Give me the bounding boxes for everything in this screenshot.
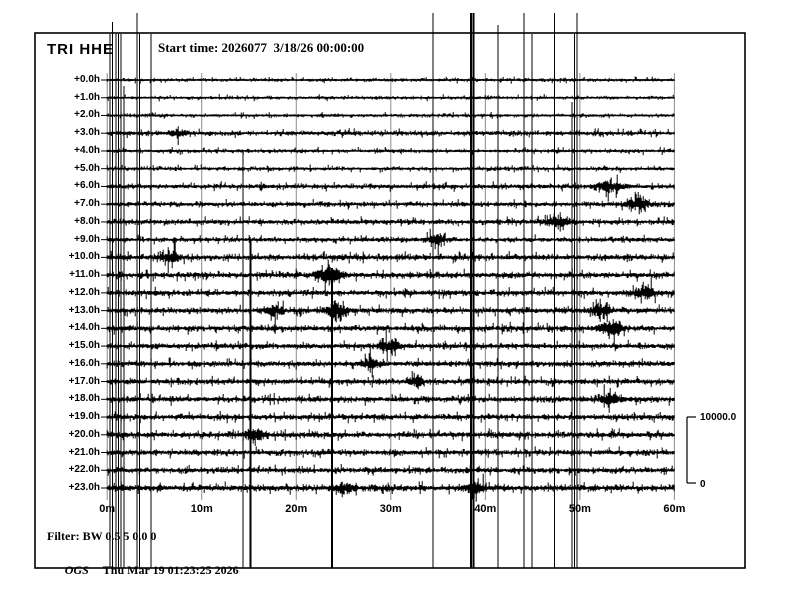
plot-border (34, 32, 746, 569)
hour-tick-label: +5.0h (74, 162, 100, 174)
minute-tick-label: 30m (379, 503, 402, 515)
hour-tick-label: +2.0h (74, 109, 100, 121)
filter-label: Filter: BW 0.5 5 0.0 0 (47, 529, 157, 543)
hour-tick-label: +21.0h (68, 446, 100, 458)
hour-tick-label: +9.0h (74, 233, 100, 245)
minute-tick-label: 50m (568, 503, 591, 515)
hour-tick-label: +12.0h (68, 286, 100, 298)
hour-tick-label: +23.0h (68, 482, 100, 493)
hour-tick-label: +14.0h (68, 322, 100, 334)
start-time-label: Start time: 2026077 3/18/26 00:00:00 (158, 40, 365, 55)
hour-tick-label: +8.0h (74, 215, 100, 227)
hour-tick-label: +20.0h (68, 428, 100, 440)
hour-tick-label: +13.0h (68, 304, 100, 316)
hour-tick-label: +15.0h (68, 340, 100, 352)
scale-min-label: 0 (700, 479, 706, 490)
org-label: OGS (64, 563, 89, 577)
hour-tick-label: +1.0h (74, 91, 100, 103)
footer-line: OGS Thu Mar 19 01:23:25 2026 (47, 543, 239, 597)
minute-tick-label: 20m (285, 503, 308, 515)
hour-tick-label: +10.0h (68, 251, 100, 263)
hour-tick-label: +22.0h (68, 464, 100, 476)
hour-tick-label: +18.0h (68, 393, 100, 405)
minute-tick-label: 10m (190, 503, 213, 515)
minute-tick-label: 40m (474, 503, 497, 515)
station-title: TRI HHE (47, 41, 114, 58)
hour-tick-label: +19.0h (68, 411, 100, 423)
hour-tick-label: +16.0h (68, 357, 100, 369)
minute-tick-label: 0m (99, 503, 116, 515)
scale-max-label: 10000.0 (700, 412, 737, 423)
hour-tick-label: +4.0h (74, 144, 100, 156)
hour-tick-label: +6.0h (74, 180, 100, 192)
hour-tick-label: +11.0h (69, 269, 100, 281)
hour-tick-label: +17.0h (68, 375, 100, 387)
render-timestamp: Thu Mar 19 01:23:25 2026 (102, 563, 239, 577)
minute-tick-label: 60m (663, 503, 686, 515)
hour-tick-label: +7.0h (74, 198, 100, 210)
hour-tick-label: +3.0h (74, 127, 100, 139)
hour-tick-label: +0.0h (74, 74, 100, 85)
